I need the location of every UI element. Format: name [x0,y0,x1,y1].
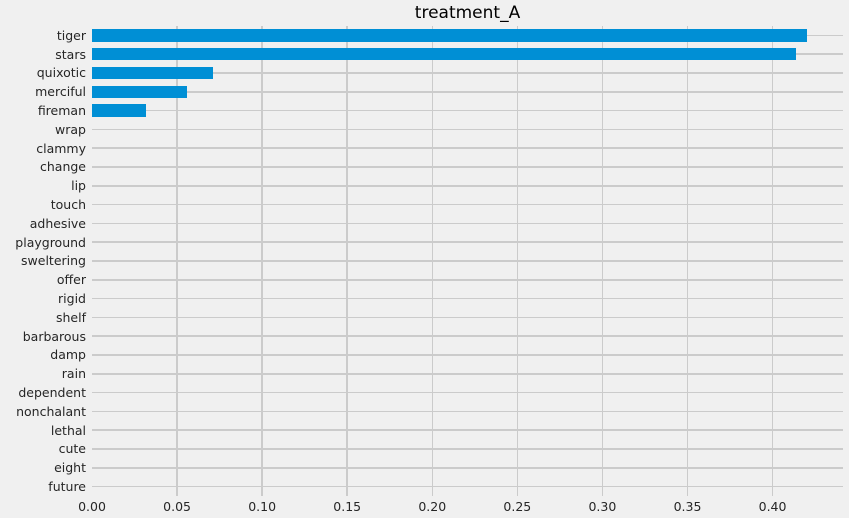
category-label: playground [15,234,86,250]
plot-area [92,26,843,496]
category-label: adhesive [29,215,86,231]
h-gridline [92,147,843,149]
category-label: fireman [37,103,86,119]
v-gridline [431,26,434,496]
category-label: rigid [58,291,86,307]
x-tick-label: 0.30 [588,499,617,514]
bar-fireman [92,104,147,117]
h-gridline [92,485,843,488]
h-gridline [92,279,843,281]
category-label: quixotic [36,65,86,81]
h-gridline [92,467,843,469]
h-gridline [92,410,843,413]
category-label: future [48,479,86,495]
x-axis-labels: 0.00 0.05 0.10 0.15 0.20 0.25 0.30 0.35 0.40 [78,499,843,517]
h-gridline [92,109,843,112]
x-tick-label: 0.00 [78,499,106,514]
h-gridline [92,166,843,168]
category-label: wrap [55,121,86,137]
category-label: sweltering [21,253,86,269]
category-label: tiger [56,27,86,43]
v-gridline [516,26,519,496]
bar-stars [92,48,797,61]
y-axis-labels: tiger stars quixotic merciful fireman wrap cla… [0,26,86,496]
category-label: stars [55,46,86,62]
category-label: lip [71,178,86,194]
x-tick-label: 0.15 [333,499,362,514]
h-gridline [92,297,843,300]
category-label: rain [61,366,86,382]
v-gridline [686,26,689,496]
category-label: offer [56,272,86,288]
h-gridline [92,316,843,319]
v-gridline [771,26,774,496]
h-gridline [92,241,843,243]
h-gridline [92,335,843,337]
category-label: eight [54,460,86,476]
chart-title: treatment_A [414,3,521,23]
category-label: change [39,159,86,175]
category-label: cute [58,441,86,457]
category-label: shelf [56,309,86,325]
category-label: dependent [18,385,86,401]
v-gridline [261,26,263,496]
h-gridline [92,448,843,450]
h-gridline [92,429,843,431]
h-gridline [92,354,843,356]
h-gridline [92,72,843,74]
category-label: clammy [36,140,86,156]
bar-quixotic [92,66,213,80]
category-label: lethal [50,422,86,438]
v-gridline [601,26,604,496]
bar-merciful [92,85,188,98]
h-gridline [92,91,843,93]
x-tick-label: 0.05 [163,499,191,514]
x-tick-label: 0.40 [758,499,787,514]
category-label: merciful [35,84,86,100]
category-label: nonchalant [16,403,86,419]
category-label: touch [50,197,86,213]
h-gridline [92,185,843,187]
h-gridline [92,128,843,131]
x-tick-label: 0.10 [248,499,277,514]
bar-tiger [92,29,807,42]
h-gridline [92,373,843,375]
category-label: damp [50,347,86,363]
h-gridline [92,203,843,206]
v-gridline [346,26,348,496]
v-gridline [176,26,178,496]
h-gridline [92,222,843,225]
x-tick-label: 0.35 [673,499,702,514]
h-gridline [92,260,843,262]
category-label: barbarous [22,328,86,344]
x-tick-label: 0.25 [503,499,532,514]
h-gridline [92,391,843,394]
x-tick-label: 0.20 [418,499,447,514]
